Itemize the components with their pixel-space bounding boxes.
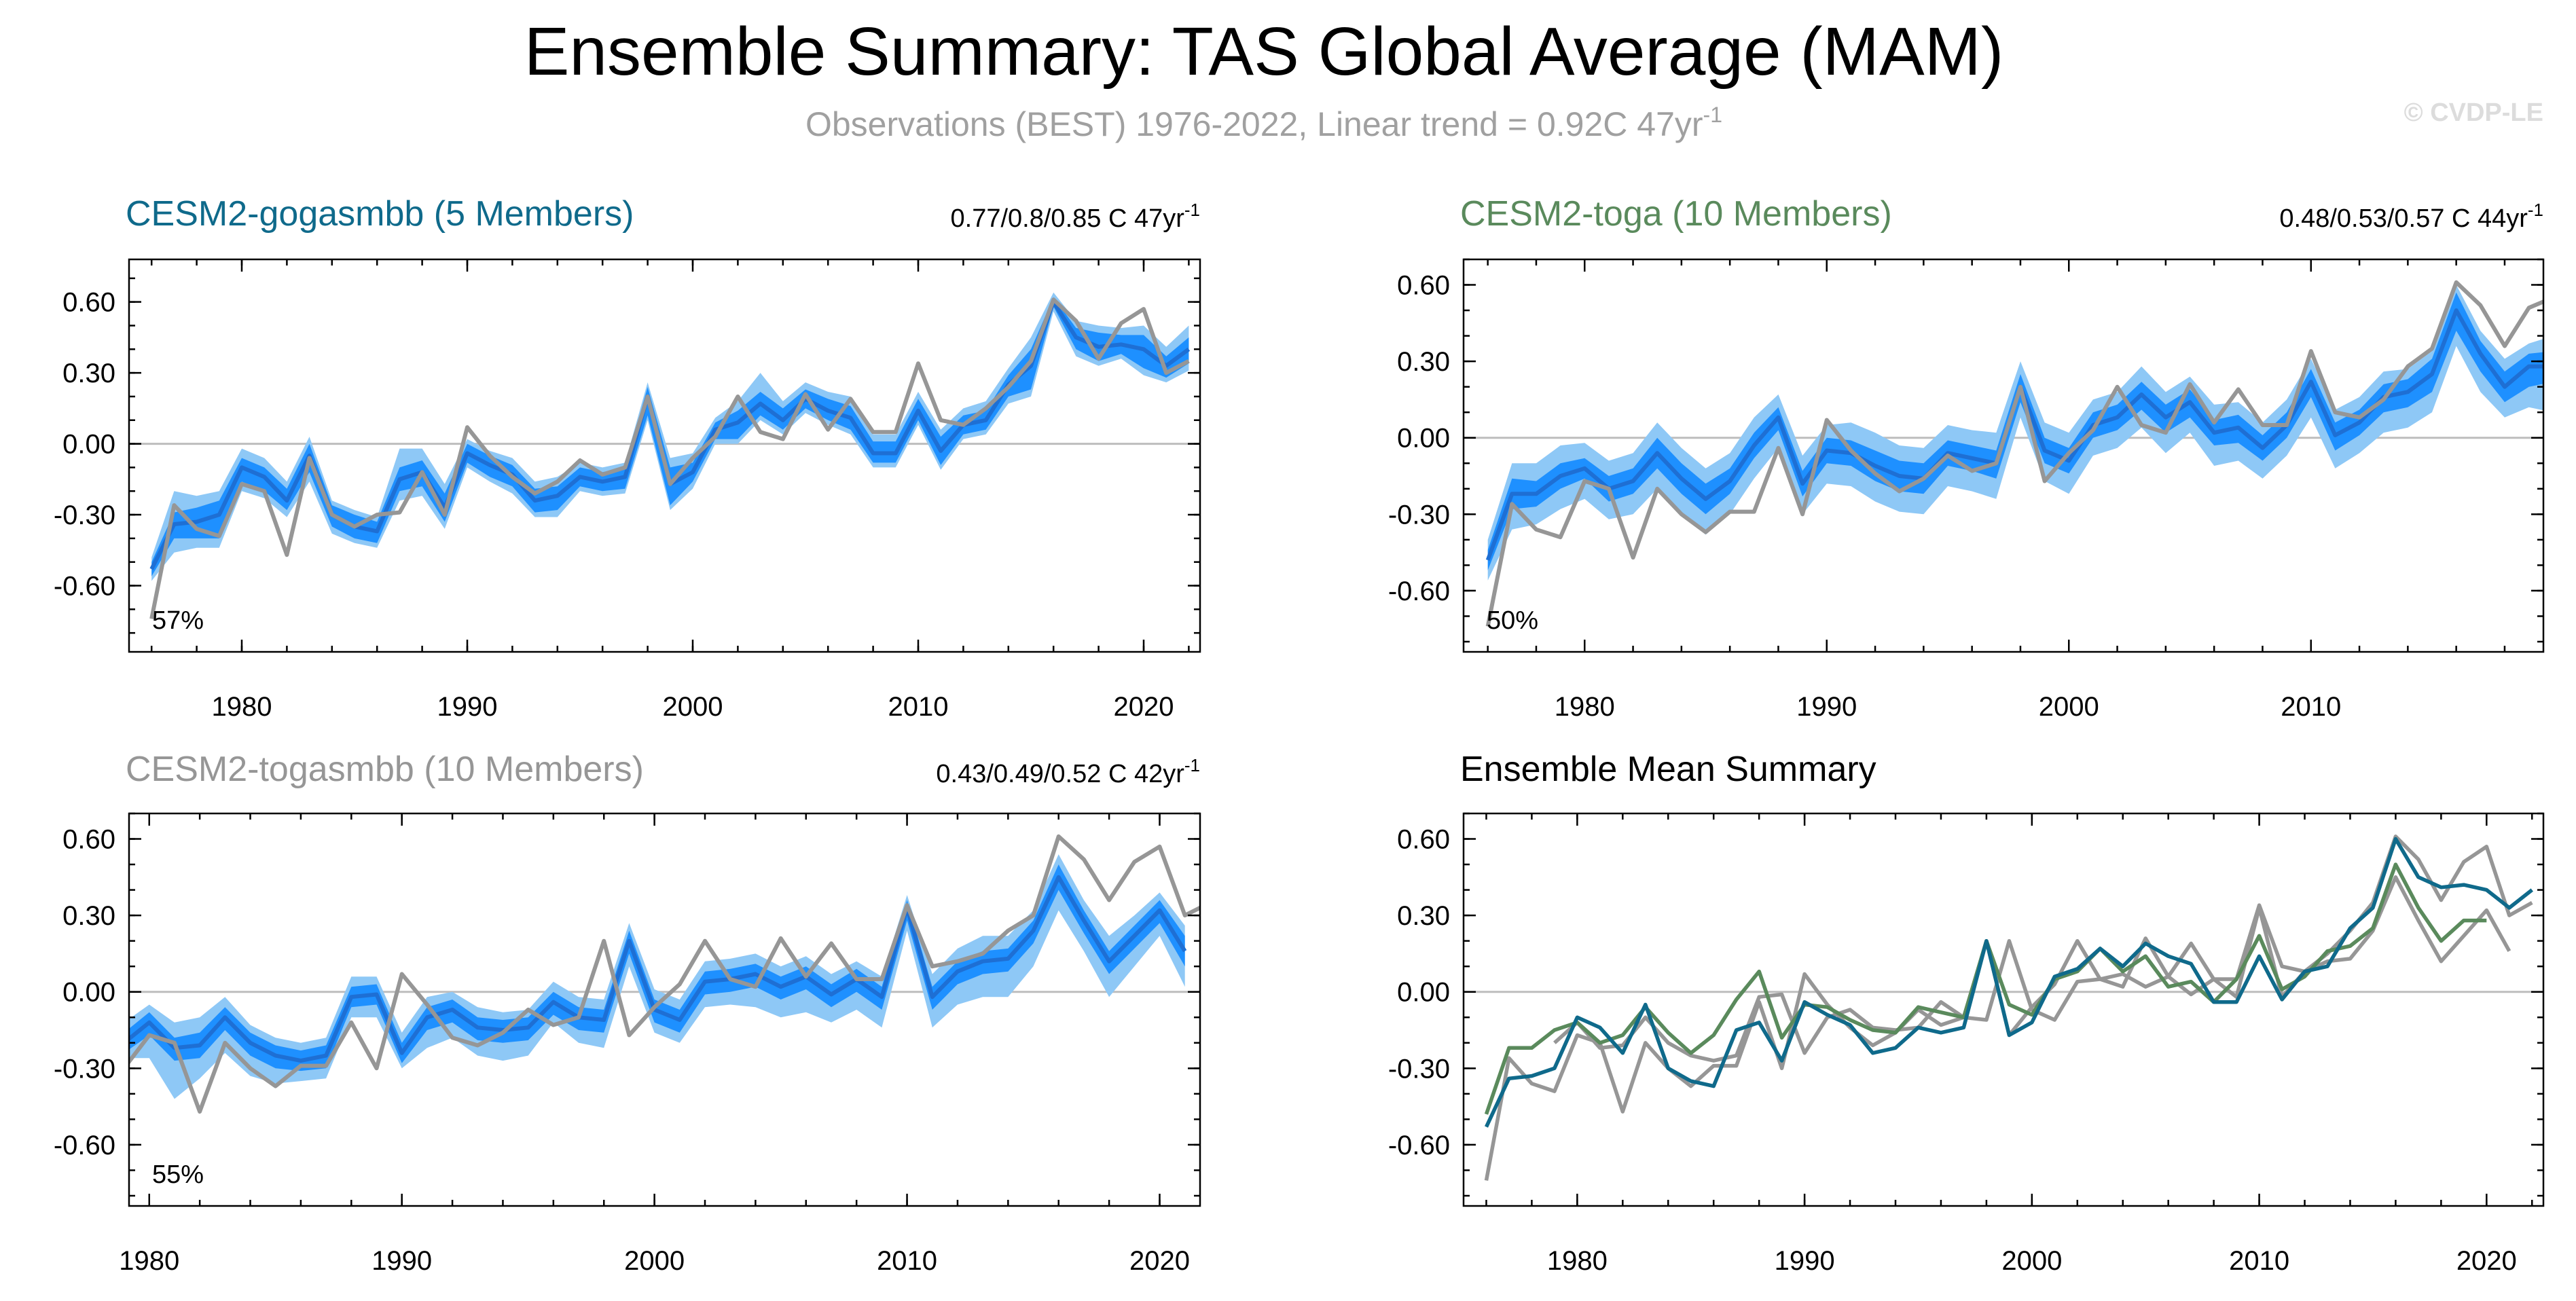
y-tick-label: -0.60 <box>1388 576 1450 606</box>
trend-label: 0.48/0.53/0.57 C 44yr-1 <box>2279 200 2543 233</box>
y-tick-label: 0.00 <box>1397 424 1450 454</box>
x-tick-label: 2000 <box>663 692 723 722</box>
plot-area <box>1484 835 2533 1181</box>
y-tick-label: 0.30 <box>1397 347 1450 377</box>
inner-spread-band <box>129 864 1185 1071</box>
panel-ensemble-mean-summary: 0.60 0.30 0.00 -0.30 -0.60 1980 1990 2000 2010 20… <box>1388 750 2545 1276</box>
main-title: Ensemble Summary: TAS Global Average (MA… <box>524 14 2004 90</box>
panel-title-ensemble-mean-summary: Ensemble Mean Summary <box>1460 750 1876 789</box>
y-tick-label: -0.30 <box>1388 500 1450 530</box>
x-tick-label: 2000 <box>2001 1246 2062 1276</box>
trend-text: 0.43/0.49/0.52 C 42yr <box>936 760 1184 788</box>
trend-label: 0.43/0.49/0.52 C 42yr-1 <box>936 755 1200 788</box>
x-tick-label: 1980 <box>212 692 272 722</box>
percent-label: 55% <box>152 1160 204 1189</box>
outer-spread-band <box>151 292 1189 581</box>
subtitle-superscript: -1 <box>1703 103 1722 127</box>
x-tick-label: 1990 <box>437 692 498 722</box>
panel-title-cesm2-togasmbb-10-members: CESM2-togasmbb (10 Members) <box>126 750 644 789</box>
outer-spread-band <box>1487 285 2543 581</box>
y-tick-label: -0.30 <box>54 500 115 530</box>
series-line-gogasmbb <box>1485 837 2533 1128</box>
panel-cesm2-gogasmbb: 0.60 0.30 0.00 -0.30 -0.60 1980 1990 2000 2010 20… <box>54 194 1201 722</box>
plot-frame <box>128 812 1201 1207</box>
y-tick-label: -0.60 <box>54 1131 115 1160</box>
subtitle-text: Observations (BEST) 1976-2022, Linear tr… <box>805 105 1703 143</box>
trend-superscript: -1 <box>1184 755 1200 775</box>
y-tick-label: 0.00 <box>62 430 115 460</box>
y-tick-label: 0.30 <box>1397 901 1450 931</box>
y-tick-label: 0.60 <box>1397 825 1450 855</box>
x-tick-label: 1990 <box>1796 692 1857 722</box>
y-tick-label: 0.60 <box>62 825 115 855</box>
x-tick-label: 2020 <box>1129 1246 1190 1276</box>
x-tick-label: 1990 <box>371 1246 432 1276</box>
x-tick-label: 1990 <box>1775 1246 1835 1276</box>
plot-frame <box>128 258 1201 653</box>
x-tick-label: 2010 <box>2229 1246 2289 1276</box>
x-tick-label: 2010 <box>2281 692 2341 722</box>
observations-line <box>149 297 1190 619</box>
subtitle: Observations (BEST) 1976-2022, Linear tr… <box>805 103 1722 143</box>
y-tick-label: 0.30 <box>62 359 115 388</box>
percent-label: 57% <box>152 606 204 635</box>
x-tick-label: 2020 <box>2456 1246 2517 1276</box>
y-tick-label: -0.30 <box>1388 1054 1450 1084</box>
plot-frame <box>1462 812 2545 1207</box>
x-tick-label: 2020 <box>1114 692 1174 722</box>
y-tick-label: 0.00 <box>1397 978 1450 1008</box>
trend-label: 0.77/0.8/0.85 C 47yr-1 <box>951 200 1200 233</box>
trend-superscript: -1 <box>2528 200 2543 220</box>
trend-text: 0.48/0.53/0.57 C 44yr <box>2279 204 2528 233</box>
x-tick-label: 2000 <box>624 1246 685 1276</box>
x-tick-label: 2000 <box>2039 692 2099 722</box>
panel-cesm2-toga: 0.60 0.30 0.00 -0.30 -0.60 1980 1990 2000 2010 CE… <box>1388 194 2545 722</box>
y-tick-label: 0.60 <box>1397 271 1450 301</box>
panel-cesm2-togasmbb: 0.60 0.30 0.00 -0.30 -0.60 1980 1990 2000 2010 20… <box>54 750 1201 1276</box>
y-tick-label: -0.30 <box>54 1054 115 1084</box>
plot-area <box>1485 280 2543 627</box>
observations-line <box>1485 280 2543 627</box>
inner-spread-band <box>1487 292 2543 570</box>
plot-frame <box>1462 258 2545 653</box>
plot-area <box>129 834 1200 1114</box>
y-tick-label: -0.60 <box>1388 1131 1450 1160</box>
y-tick-label: 0.30 <box>62 901 115 931</box>
copyright-label: © CVDP-LE <box>2404 98 2543 127</box>
panel-title-cesm2-gogasmbb-5-members: CESM2-gogasmbb (5 Members) <box>126 194 634 234</box>
trend-text: 0.77/0.8/0.85 C 47yr <box>951 204 1185 233</box>
y-tick-label: 0.00 <box>62 978 115 1008</box>
series-line-toga <box>1484 862 2487 1115</box>
plot-area <box>149 292 1191 619</box>
x-tick-label: 1980 <box>119 1246 179 1276</box>
trend-superscript: -1 <box>1184 200 1200 220</box>
y-tick-label: -0.60 <box>54 572 115 602</box>
y-tick-label: 0.60 <box>62 288 115 318</box>
x-tick-label: 2010 <box>877 1246 937 1276</box>
series-line-togasmbb <box>1553 875 2511 1063</box>
percent-label: 50% <box>1487 606 1538 635</box>
panel-title-cesm2-toga-10-members: CESM2-toga (10 Members) <box>1460 194 1892 234</box>
x-tick-label: 1980 <box>1555 692 1615 722</box>
observations-line <box>129 834 1200 1114</box>
x-tick-label: 1980 <box>1547 1246 1608 1276</box>
x-tick-label: 2010 <box>888 692 949 722</box>
